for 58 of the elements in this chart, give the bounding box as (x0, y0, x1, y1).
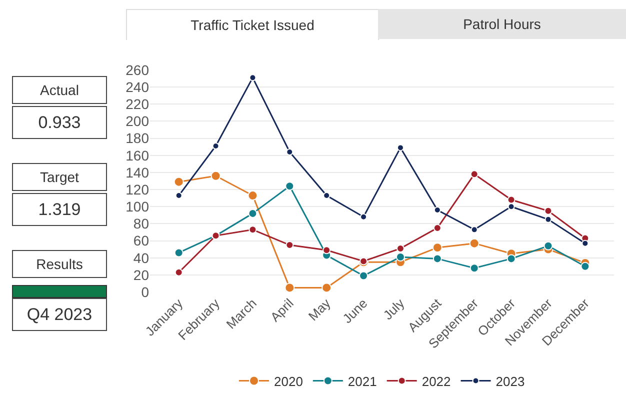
point (210, 170, 221, 181)
legend-label: 2021 (348, 374, 377, 389)
point (212, 142, 220, 150)
y-tick-label: 20 (133, 266, 150, 283)
point (508, 203, 515, 210)
y-tick-label: 60 (133, 232, 150, 249)
point (174, 176, 184, 187)
y-tick-label: 260 (126, 62, 150, 78)
text: 1.319 (12, 193, 107, 226)
text: Actual (12, 76, 107, 104)
chart-title: Traffic Ticket Issued (126, 9, 379, 40)
point (432, 242, 442, 253)
point (359, 271, 368, 280)
point (469, 238, 480, 248)
x-tick-label: July (380, 295, 408, 323)
point (507, 196, 516, 204)
point (470, 170, 478, 178)
point (470, 264, 479, 273)
point (544, 216, 552, 223)
text: Target (12, 163, 107, 191)
y-tick-label: 0 (141, 284, 150, 300)
y-tick-label: 240 (126, 78, 150, 95)
y-tick-label: 80 (133, 216, 150, 232)
y-tick-label: 220 (126, 96, 150, 112)
point (544, 241, 553, 250)
text: Patrol Hours (378, 9, 626, 39)
point (285, 182, 294, 191)
point (396, 144, 404, 152)
point (174, 268, 183, 276)
point (322, 246, 331, 254)
point (248, 226, 257, 234)
y-tick-label: 180 (126, 130, 150, 146)
x-tick-label: May (305, 295, 334, 324)
point (284, 282, 295, 293)
legend-label: 2020 (274, 374, 303, 389)
point (174, 248, 184, 258)
legend-label: 2022 (422, 374, 451, 389)
y-tick-label: 200 (126, 113, 150, 130)
point (432, 254, 442, 264)
y-tick-label: 100 (126, 198, 150, 215)
point (582, 240, 589, 247)
y-tick-label: 40 (133, 250, 150, 266)
legend-label: 2023 (496, 374, 525, 389)
point (506, 254, 516, 264)
point (286, 148, 294, 156)
y-tick-label: 160 (126, 147, 150, 164)
point (249, 74, 256, 82)
point (248, 190, 258, 201)
point (322, 282, 332, 293)
point (580, 262, 590, 271)
point (544, 206, 552, 215)
text: 0.933 (12, 106, 107, 139)
y-tick-label: 120 (126, 181, 150, 198)
text: Q4 2023 (12, 298, 107, 331)
point (433, 224, 442, 232)
y-tick-label: 140 (126, 164, 150, 180)
text: Results (12, 250, 107, 278)
point (470, 226, 478, 234)
